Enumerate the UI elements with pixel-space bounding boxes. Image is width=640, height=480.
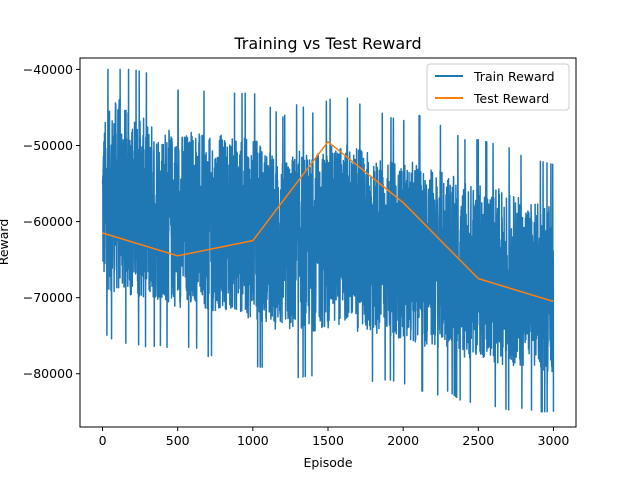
series-layer — [101, 68, 555, 413]
x-tick-label: 3000 — [538, 433, 570, 448]
x-axis: 0 500 1000 1500 2000 2500 3000 — [99, 427, 570, 448]
legend: Train Reward Test Reward — [426, 63, 570, 111]
x-tick-label: 1000 — [237, 433, 269, 448]
x-tick-label: 2000 — [387, 433, 419, 448]
legend-label-train: Train Reward — [473, 69, 555, 84]
x-axis-label: Episode — [303, 455, 352, 470]
series-train-reward-line — [101, 68, 555, 413]
legend-label-test: Test Reward — [473, 91, 549, 106]
series-test-reward-line — [102, 140, 554, 303]
y-tick-label: −40000 — [23, 62, 73, 77]
y-axis-label: Reward — [0, 219, 11, 266]
y-tick-label: −60000 — [23, 214, 73, 229]
chart-title: Training vs Test Reward — [233, 34, 421, 53]
x-tick-label: 1500 — [312, 433, 344, 448]
y-tick-label: −70000 — [23, 290, 73, 305]
x-tick-label: 500 — [166, 433, 190, 448]
y-axis: −80000 −70000 −60000 −50000 −40000 — [23, 62, 80, 381]
y-tick-label: −80000 — [23, 366, 73, 381]
x-tick-label: 2500 — [462, 433, 494, 448]
y-tick-label: −50000 — [23, 138, 73, 153]
x-tick-label: 0 — [99, 433, 107, 448]
